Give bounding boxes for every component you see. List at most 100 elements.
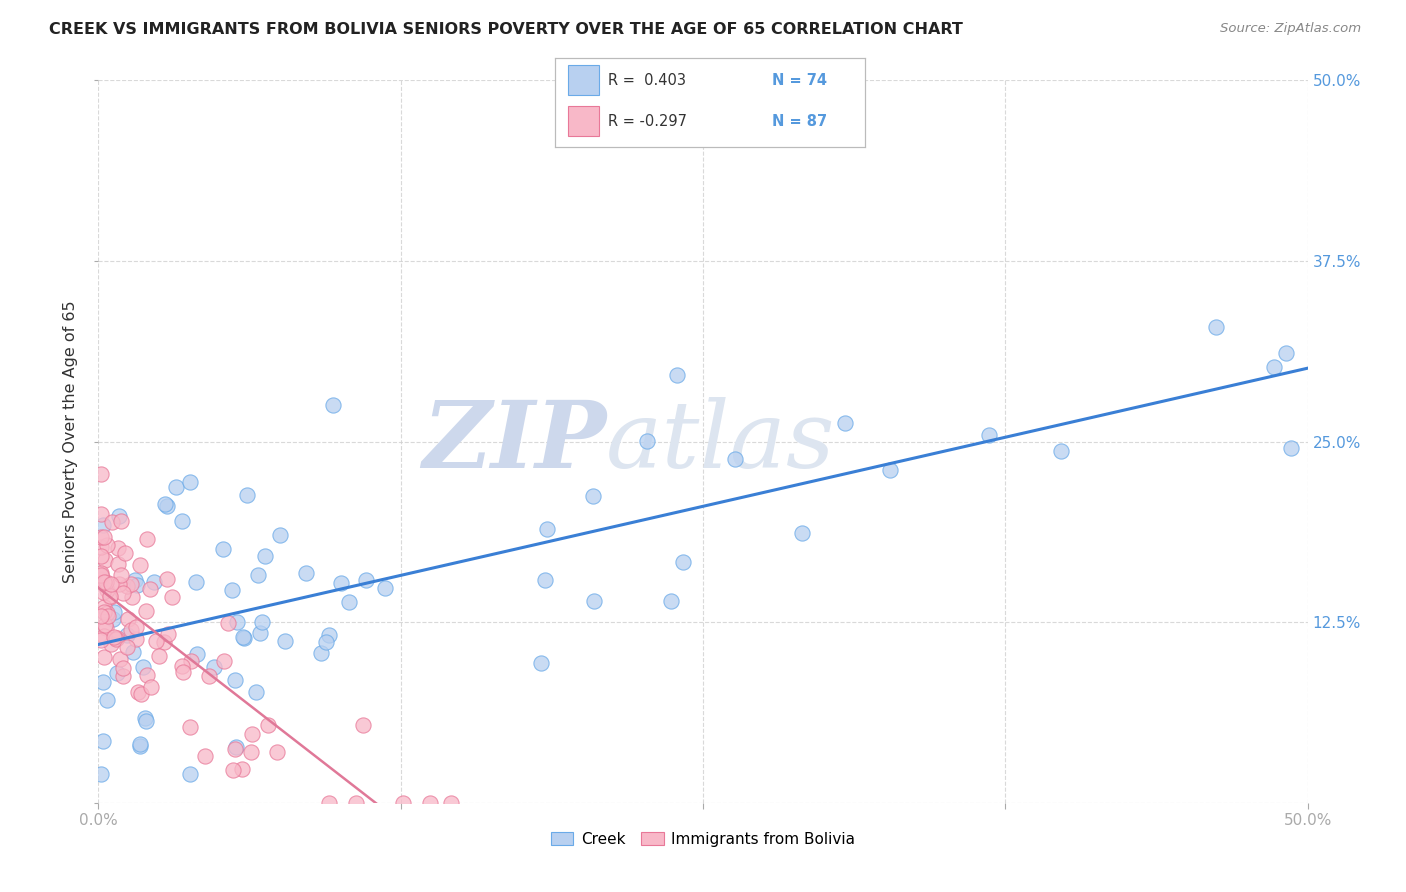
Point <box>582 489 605 503</box>
Point <box>90 609 112 624</box>
Point <box>179 720 201 734</box>
Point <box>165 480 187 494</box>
Point <box>91 734 114 748</box>
Point <box>212 654 235 668</box>
Bar <box>568 106 599 136</box>
Point <box>318 628 340 642</box>
Point <box>135 604 157 618</box>
Point <box>582 593 605 607</box>
Point <box>659 594 682 608</box>
Point <box>90 467 112 481</box>
Point <box>91 675 114 690</box>
Point <box>179 767 201 781</box>
Point <box>224 673 246 687</box>
Point <box>98 589 121 603</box>
Point <box>211 541 233 556</box>
Point <box>231 762 253 776</box>
Text: atlas: atlas <box>606 397 835 486</box>
Point <box>194 748 217 763</box>
Point <box>101 612 124 626</box>
Point <box>269 527 291 541</box>
Point <box>112 669 135 683</box>
Point <box>254 549 277 564</box>
Point <box>172 514 194 528</box>
Point <box>96 538 118 552</box>
Point <box>96 583 118 598</box>
Point <box>1205 320 1227 334</box>
Point <box>160 590 183 604</box>
Point <box>141 681 163 695</box>
Point <box>100 576 122 591</box>
Point <box>322 398 344 412</box>
Point <box>90 572 112 586</box>
Point <box>94 552 117 566</box>
Point <box>105 631 128 645</box>
Text: ZIP: ZIP <box>422 397 606 486</box>
Point <box>792 526 814 541</box>
Point <box>115 640 138 654</box>
Point <box>179 475 201 490</box>
Point <box>93 649 115 664</box>
Point <box>139 582 162 596</box>
Point <box>129 739 152 753</box>
Point <box>93 605 115 619</box>
Point <box>186 575 208 590</box>
Point <box>100 637 122 651</box>
Point <box>111 660 134 674</box>
Text: R = -0.297: R = -0.297 <box>607 114 688 128</box>
Point <box>134 711 156 725</box>
Point <box>245 685 267 699</box>
Text: Source: ZipAtlas.com: Source: ZipAtlas.com <box>1220 22 1361 36</box>
Point <box>125 632 148 646</box>
Point <box>136 532 159 546</box>
Point <box>129 558 152 572</box>
Point <box>315 635 337 649</box>
Point <box>90 767 112 781</box>
Bar <box>568 65 599 95</box>
Point <box>90 566 112 581</box>
Point <box>127 685 149 699</box>
Point <box>97 609 120 624</box>
Text: N = 87: N = 87 <box>772 114 827 128</box>
Point <box>352 718 374 732</box>
Point <box>108 577 131 591</box>
Point <box>339 595 361 609</box>
Point <box>90 633 112 648</box>
Point <box>98 590 121 604</box>
Point <box>101 515 124 529</box>
Point <box>533 573 555 587</box>
Point <box>235 488 257 502</box>
Point <box>1279 441 1302 455</box>
Point <box>91 584 114 599</box>
Point <box>93 575 115 590</box>
Point <box>155 497 177 511</box>
Point <box>354 573 377 587</box>
Point <box>156 572 179 586</box>
Point <box>121 590 143 604</box>
Point <box>135 714 157 728</box>
Point <box>93 629 115 643</box>
Point <box>110 568 132 582</box>
Point <box>90 549 112 563</box>
Point <box>232 632 254 646</box>
Point <box>117 612 139 626</box>
Point <box>217 616 239 631</box>
Point <box>124 620 146 634</box>
Point <box>530 656 553 670</box>
Text: N = 74: N = 74 <box>772 73 827 87</box>
Point <box>90 531 112 545</box>
Point <box>120 623 142 637</box>
Point <box>111 586 134 600</box>
Point <box>90 568 112 582</box>
Point <box>329 576 352 591</box>
Point <box>665 368 688 383</box>
Point <box>108 509 131 524</box>
Point <box>110 514 132 528</box>
Point <box>724 451 747 466</box>
Point <box>135 668 157 682</box>
Point <box>536 522 558 536</box>
Point <box>221 582 243 597</box>
Point <box>114 546 136 560</box>
Point <box>186 648 208 662</box>
Point <box>96 606 118 620</box>
